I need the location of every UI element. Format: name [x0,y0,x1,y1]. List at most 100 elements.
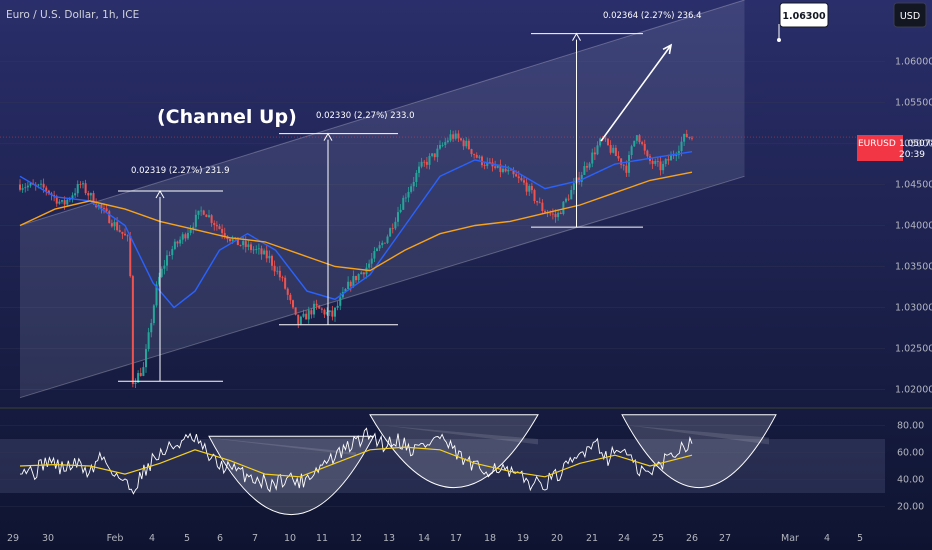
candle-body-186 [507,169,510,172]
candle-body-23 [79,184,82,185]
candle-body-158 [433,153,436,158]
candle-body-16 [61,200,63,202]
candle-body-88 [250,244,252,250]
candle-body-48 [145,349,147,368]
forecast-arrow-head [662,43,673,55]
forecast-arrow-line [600,44,672,142]
target-callout-anchor [777,38,781,42]
candle-body-110 [307,310,310,320]
candle-body-153 [420,161,423,167]
ma-slow-line [19,171,693,272]
price-pane[interactable]: 1.02000 1.02500 1.03000 1.03500 1.04000 1.045… [0,0,932,399]
candle-body-253 [683,133,686,142]
candle-body-209 [567,198,570,200]
candle-body-122 [339,297,342,306]
candle-body-156 [428,155,431,165]
candle-body-246 [664,159,667,164]
candle-body-32 [103,208,105,209]
candle-body-1 [21,188,24,190]
x-tick-label-11: 14 [418,533,430,544]
candle-body-46 [139,373,142,376]
candle-body-231 [625,165,628,173]
candle-body-143 [394,221,397,229]
x-tick-label-16: 21 [586,533,598,544]
candle-body-120 [334,307,336,317]
candle-body-193 [525,182,528,192]
candle-body-43 [131,276,134,385]
candle-body-115 [320,308,323,310]
candle-body-47 [142,367,145,376]
candle-body-190 [517,176,520,179]
candle-body-95 [268,255,271,259]
candle-body-11 [47,190,50,194]
measure-1-arrowhead [155,190,165,199]
last-price-symbol: EURUSD [858,139,896,149]
candle-body-211 [572,183,575,190]
rsi-ma-line [19,446,693,478]
candle-body-165 [452,134,455,139]
candle-body-63 [184,234,187,239]
candle-body-28 [92,193,95,205]
candle-body-68 [197,210,200,215]
x-tick-label-6: 7 [252,533,258,544]
candle-body-166 [454,133,457,139]
candle-body-129 [357,274,360,281]
candle-body-91 [257,248,260,250]
candle-body-235 [635,135,638,141]
candle-body-20 [71,195,74,199]
price-tick-label-4: 1.04000 [895,221,932,232]
candle-body-53 [158,276,161,285]
candle-body-55 [163,265,166,269]
candle-body-232 [628,155,630,173]
candle-body-147 [404,197,407,199]
candle-body-125 [347,281,350,289]
candle-body-142 [391,228,394,230]
candle-body-17 [63,200,66,205]
x-tick-label-18: 25 [652,533,664,544]
target-callout-box [779,2,829,28]
candle-body-177 [483,165,486,166]
rsi-tick-label-0: 80.00 [897,421,924,432]
x-tick-label-22: 4 [824,533,830,544]
rsi-pane[interactable]: 80.00 60.00 40.00 20.00 29 30 Feb 4 5 6 7 10 11 12 13 1… [0,407,932,544]
candle-body-154 [423,161,426,163]
candle-body-19 [68,198,71,200]
candle-body-159 [436,148,439,158]
rsi-fan-2 [384,425,538,445]
candle-body-98 [276,270,279,272]
candle-body-145 [399,209,402,213]
candle-body-45 [137,373,140,383]
candle-body-18 [66,199,69,205]
candle-body-146 [402,197,405,210]
candle-body-233 [630,146,633,156]
candle-body-249 [672,154,675,156]
x-tick-label-5: 6 [217,533,223,544]
candle-body-70 [202,210,205,215]
candle-body-252 [680,141,683,152]
last-price-tag: EURUSD 1.05078 20:39 [857,135,932,161]
candle-body-121 [336,305,339,308]
candle-body-195 [530,185,533,191]
candle-body-202 [549,213,552,215]
x-tick-label-21: Mar [781,533,799,544]
candle-body-116 [323,309,326,315]
currency-button[interactable]: USD [893,2,927,28]
candle-body-171 [467,140,470,150]
candle-body-62 [181,234,184,240]
candle-body-9 [42,183,45,188]
price-tick-label-0: 1.02000 [895,385,932,396]
candle-body-117 [326,311,329,315]
x-tick-label-23: 5 [857,533,863,544]
target-callout[interactable]: 1.06300 [779,2,829,28]
candle-body-132 [365,267,368,275]
candle-body-73 [210,215,213,223]
candle-body-42 [129,235,132,277]
candle-body-141 [389,228,392,237]
measure-1-label: 0.02319 (2.27%) 231.9 [131,166,230,176]
candle-body-247 [667,159,670,161]
candle-body-76 [218,226,221,229]
candle-body-134 [370,258,373,264]
candle-body-44 [134,382,137,385]
x-tick-label-1: 30 [42,533,54,544]
candle-body-66 [192,226,195,229]
